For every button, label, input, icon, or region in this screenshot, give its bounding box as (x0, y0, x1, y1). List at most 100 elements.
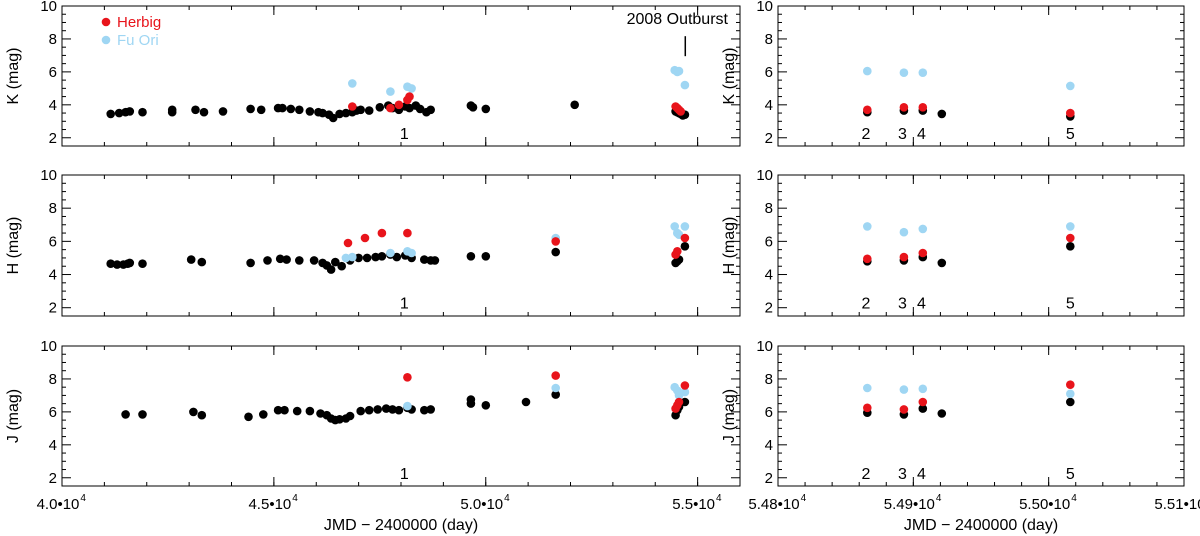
plot-frame (777, 174, 1185, 317)
data-point (138, 410, 147, 419)
y-tick-label: 4 (765, 267, 773, 284)
data-point (394, 100, 404, 110)
data-point (259, 410, 268, 419)
y-tick-label: 10 (40, 167, 57, 184)
data-point (280, 405, 289, 415)
x-tick-exponent: 4 (504, 493, 510, 504)
epoch-label: 1 (400, 126, 409, 143)
data-point (918, 103, 928, 112)
data-point (345, 411, 355, 421)
data-point (680, 80, 690, 90)
x-tick-label: 4.0•10 (37, 496, 80, 513)
series-fu-ori (341, 222, 690, 263)
data-point (426, 105, 436, 115)
y-tick-label: 2 (765, 300, 773, 317)
data-point (371, 252, 380, 262)
y-tick-label: 6 (49, 64, 57, 81)
data-point (407, 84, 416, 93)
data-point (937, 109, 947, 119)
y-tick-label: 6 (49, 404, 57, 421)
data-point (1066, 108, 1075, 118)
x-tick-exponent: 4 (801, 493, 807, 504)
data-point (551, 390, 560, 399)
series-fu-ori (403, 382, 690, 411)
data-point (420, 405, 429, 415)
data-point (256, 105, 266, 115)
data-point (335, 109, 344, 119)
data-point (375, 103, 385, 112)
y-tick-label: 8 (49, 200, 57, 217)
data-point (403, 228, 412, 238)
data-point (138, 107, 147, 117)
data-point (918, 384, 928, 394)
data-point (114, 108, 124, 118)
data-point (354, 253, 363, 263)
y-tick-label: 10 (756, 0, 773, 15)
y-tick-label: 4 (49, 267, 57, 284)
data-point (551, 247, 560, 257)
data-point (199, 107, 209, 117)
data-point (125, 258, 135, 268)
x-tick-exponent: 4 (80, 493, 86, 504)
series-herbig (863, 380, 1075, 414)
data-point (481, 104, 491, 114)
y-tick-label: 2 (765, 130, 773, 147)
y-axis-label: K (mag) (721, 48, 738, 105)
data-point (1066, 81, 1075, 91)
data-point (295, 256, 304, 265)
epoch-label: 3 (898, 126, 907, 143)
data-point (1066, 389, 1075, 399)
data-point (670, 222, 679, 231)
series-herbig (343, 228, 690, 259)
data-point (481, 401, 491, 410)
data-point (863, 66, 872, 76)
y-tick-label: 2 (49, 300, 57, 317)
series-fu-ori (863, 222, 1075, 237)
y-tick-label: 4 (765, 437, 773, 454)
series-herbig (403, 371, 690, 413)
data-point (1066, 242, 1075, 251)
data-point (466, 251, 476, 261)
data-point (331, 257, 340, 267)
y-tick-label: 2 (49, 470, 57, 487)
y-tick-label: 10 (40, 338, 57, 355)
x-tick-label: 5.49•10 (884, 496, 935, 513)
x-tick-label: 4.5•10 (248, 496, 291, 513)
data-point (937, 409, 947, 418)
data-point (246, 104, 255, 114)
epoch-label: 1 (400, 466, 409, 483)
data-point (263, 256, 272, 265)
series-fu-ori (863, 383, 1075, 399)
data-point (899, 405, 909, 414)
data-point (673, 247, 682, 256)
series-black (863, 106, 1075, 121)
data-point (918, 404, 928, 413)
y-axis-label: H (mag) (5, 217, 22, 275)
data-point (403, 401, 412, 411)
legend-marker (101, 17, 111, 27)
epoch-label: 4 (917, 466, 926, 483)
data-point (570, 100, 579, 110)
series-fu-ori (348, 65, 690, 96)
panel-right-J: 2468105.48•1045.49•1045.50•1045.51•104J … (721, 338, 1200, 534)
y-axis-label: J (mag) (5, 389, 22, 443)
x-tick-label: 5.0•10 (460, 496, 503, 513)
data-point (341, 108, 351, 118)
data-point (348, 102, 357, 111)
y-tick-label: 6 (765, 404, 773, 421)
data-point (138, 259, 147, 269)
y-tick-label: 4 (49, 437, 57, 454)
epoch-label: 4 (917, 296, 926, 313)
data-point (112, 260, 122, 269)
data-point (863, 222, 872, 231)
data-point (918, 224, 928, 234)
epoch-label: 5 (1066, 126, 1075, 143)
data-point (377, 251, 387, 261)
data-point (348, 79, 357, 88)
data-point (918, 68, 928, 77)
data-point (278, 103, 287, 113)
series-black (863, 397, 1075, 419)
data-point (403, 373, 412, 382)
